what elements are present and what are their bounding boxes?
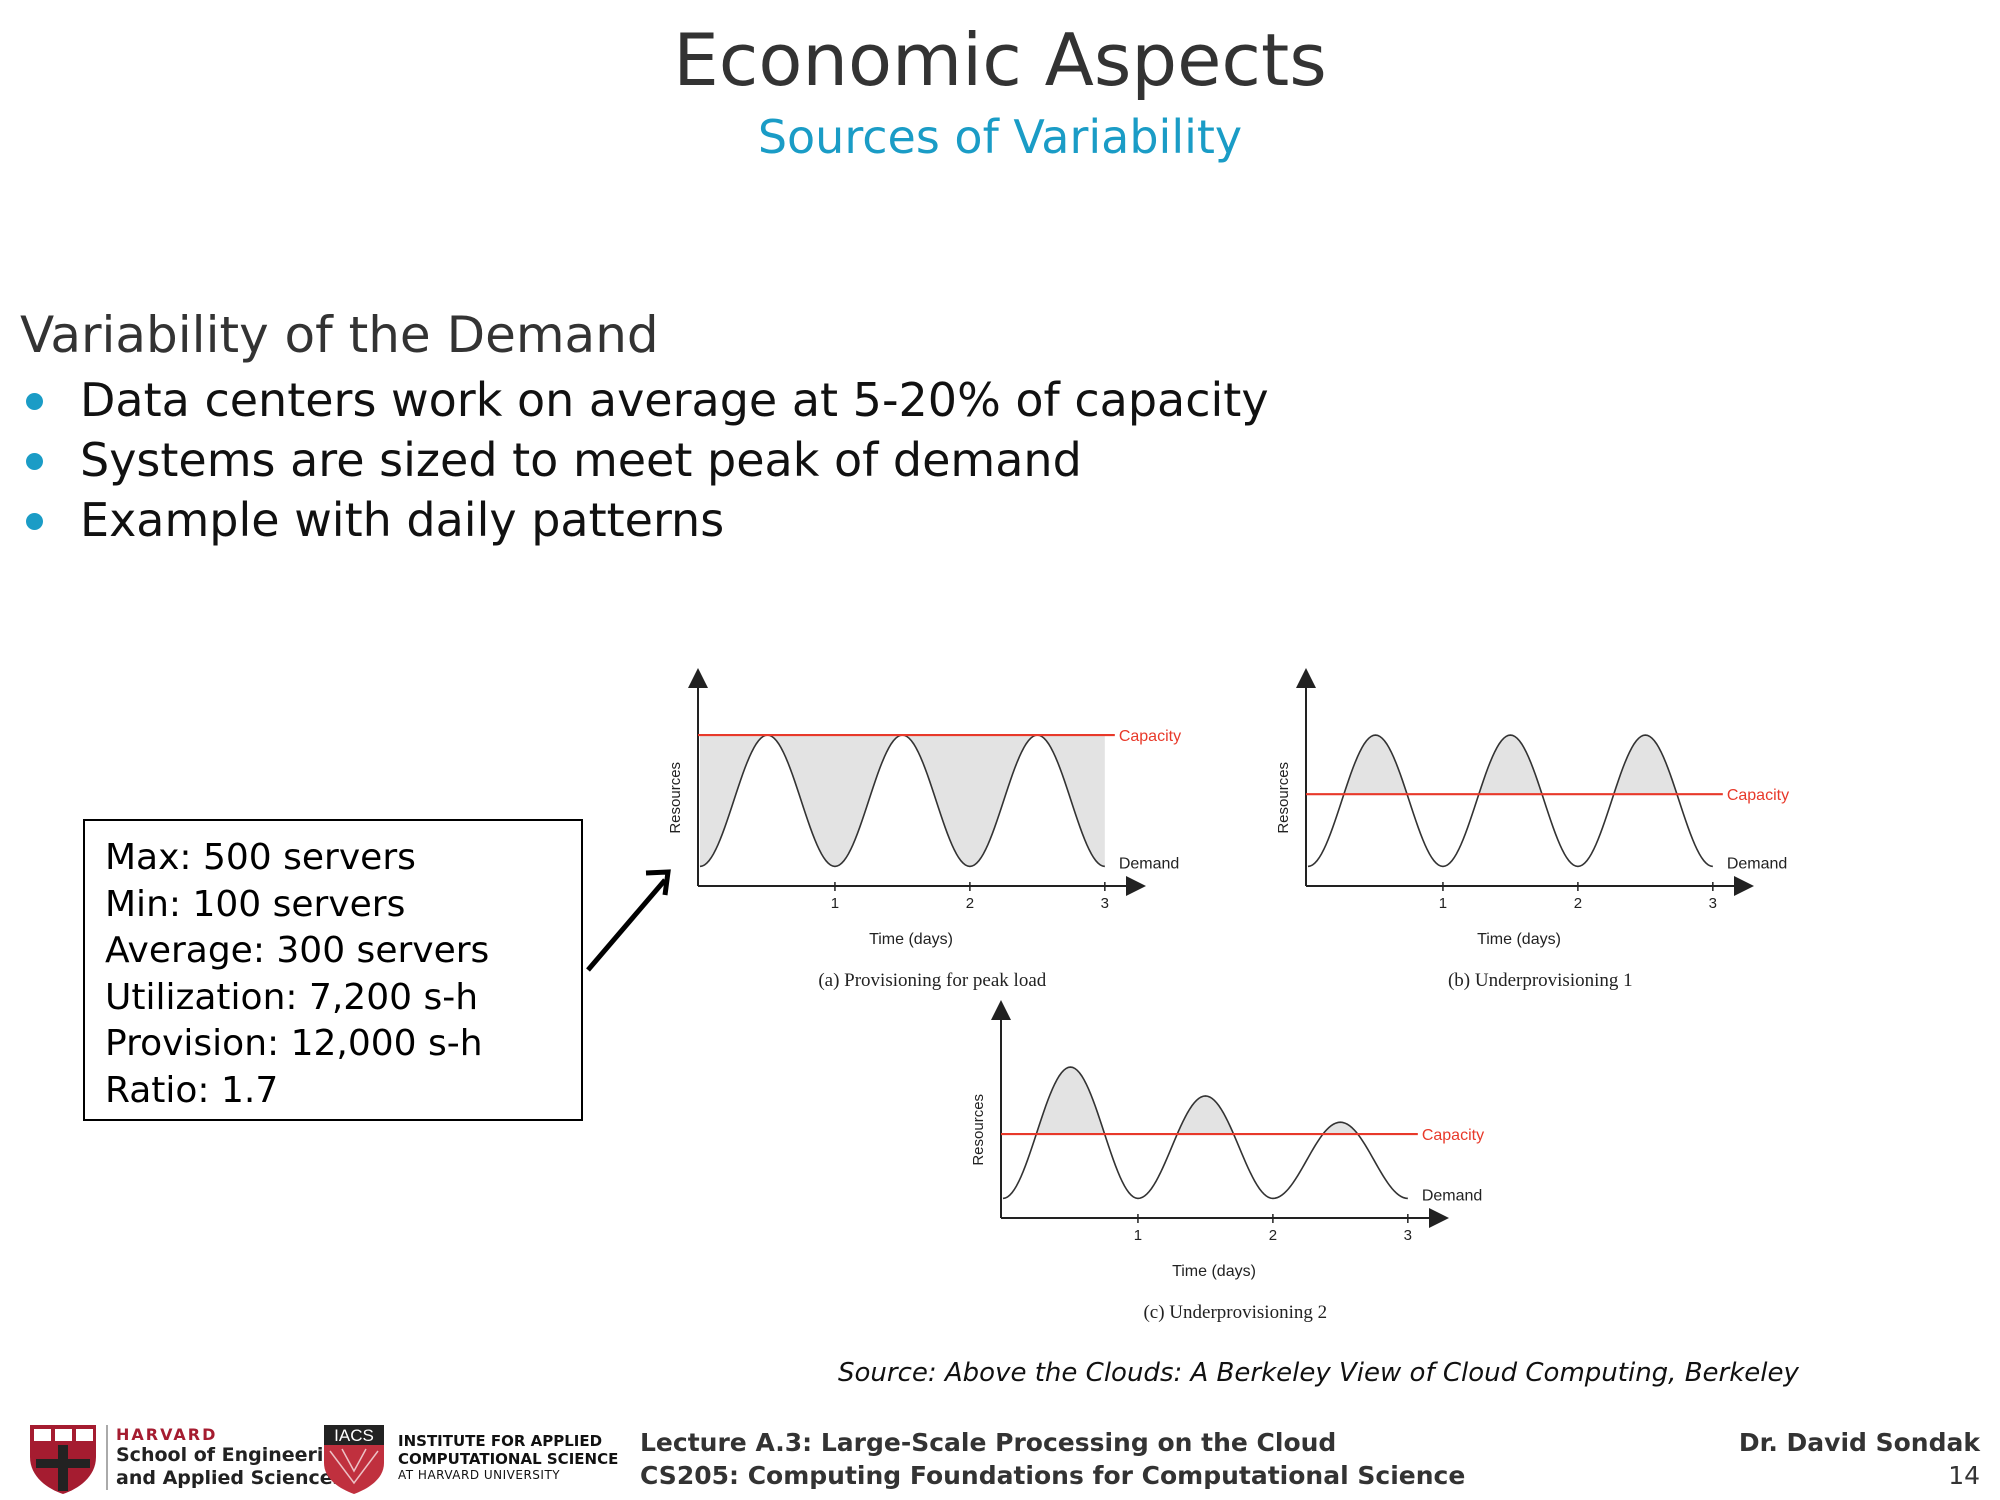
x-tick-label: 1 (1134, 1227, 1142, 1244)
bullet-item: Example with daily patterns (20, 490, 1269, 550)
iacs-shield-logo: IACS (324, 1425, 384, 1494)
source-citation: Source: Above the Clouds: A Berkeley Vie… (838, 1358, 1799, 1388)
figure-caption: (b) Underprovisioning 1 (1448, 970, 1633, 991)
stats-box: Max: 500 servers Min: 100 servers Averag… (83, 819, 583, 1121)
figure-c-underprovisioning-2: Capacity Demand Resources 1 2 3 Time (days) (c)… (970, 1000, 1484, 1323)
x-tick-label: 3 (1404, 1227, 1412, 1244)
demand-curve (699, 734, 1105, 868)
bullet-dot-icon (26, 453, 43, 470)
x-axis-label: Time (days) (869, 931, 953, 948)
x-tick-label: 1 (1439, 895, 1447, 912)
demand-curve (1002, 1066, 1408, 1200)
demand-curve (1307, 734, 1713, 868)
figure-b-underprovisioning-1: Capacity Demand Resources 1 2 3 Time (days) (b)… (1275, 668, 1789, 991)
bullet-list: Data centers work on average at 5-20% of… (20, 370, 1269, 550)
bullet-dot-icon (26, 393, 43, 410)
stat-max: Max: 500 servers (105, 837, 416, 878)
pointer-arrow (586, 878, 667, 972)
figure-a-peak-load: Capacity Demand Resources 1 2 3 Time (days) (a)… (667, 668, 1181, 991)
iacs-wordmark: INSTITUTE FOR APPLIED COMPUTATIONAL SCIE… (398, 1432, 619, 1482)
stat-utilization: Utilization: 7,200 s-h (105, 976, 479, 1018)
x-tick-label: 3 (1709, 895, 1717, 912)
bullet-item: Systems are sized to meet peak of demand (20, 430, 1269, 490)
slide-title: Economic Aspects (673, 18, 1327, 102)
lecture-info: Lecture A.3: Large-Scale Processing on t… (640, 1428, 1466, 1490)
x-tick-label: 3 (1101, 895, 1109, 912)
stat-provision: Provision: 12,000 s-h (105, 1023, 483, 1064)
demand-label: Demand (1422, 1187, 1482, 1204)
unused-capacity-area (700, 735, 1105, 867)
stat-ratio: Ratio: 1.7 (105, 1069, 279, 1111)
harvard-shield-logo (30, 1425, 96, 1494)
stat-average: Average: 300 servers (105, 930, 490, 971)
demand-label: Demand (1727, 855, 1787, 872)
unmet-demand-area (1308, 735, 1713, 795)
figure-caption: (a) Provisioning for peak load (818, 970, 1046, 991)
x-axis-label: Time (days) (1172, 1263, 1256, 1280)
harvard-seas-wordmark: HARVARD School of Engineering and Applie… (106, 1425, 351, 1490)
slide-subtitle: Sources of Variability (757, 110, 1243, 164)
x-tick-label: 2 (966, 895, 974, 912)
x-tick-label: 1 (831, 895, 839, 912)
unmet-demand-area (1003, 1067, 1408, 1135)
svg-text:IACS: IACS (334, 1426, 374, 1445)
section-heading: Variability of the Demand (20, 306, 659, 364)
bullet-dot-icon (26, 513, 43, 530)
y-axis-label: Resources (970, 1094, 987, 1166)
y-axis-label: Resources (1275, 762, 1292, 834)
capacity-label: Capacity (1422, 1127, 1484, 1144)
pointer-arrowhead-icon (645, 869, 671, 896)
capacity-label: Capacity (1727, 787, 1789, 804)
capacity-label: Capacity (1119, 728, 1181, 745)
x-axis-label: Time (days) (1477, 931, 1561, 948)
figure-caption: (c) Underprovisioning 2 (1143, 1302, 1327, 1323)
x-tick-label: 2 (1574, 895, 1582, 912)
stat-min: Min: 100 servers (105, 883, 406, 925)
author-name: Dr. David Sondak (1738, 1428, 1980, 1457)
y-axis-label: Resources (667, 762, 684, 834)
author-info: Dr. David Sondak 14 (1739, 1426, 1980, 1492)
bullet-item: Data centers work on average at 5-20% of… (20, 370, 1269, 430)
x-tick-label: 2 (1269, 1227, 1277, 1244)
page-number: 14 (1948, 1461, 1980, 1490)
demand-label: Demand (1119, 855, 1179, 872)
